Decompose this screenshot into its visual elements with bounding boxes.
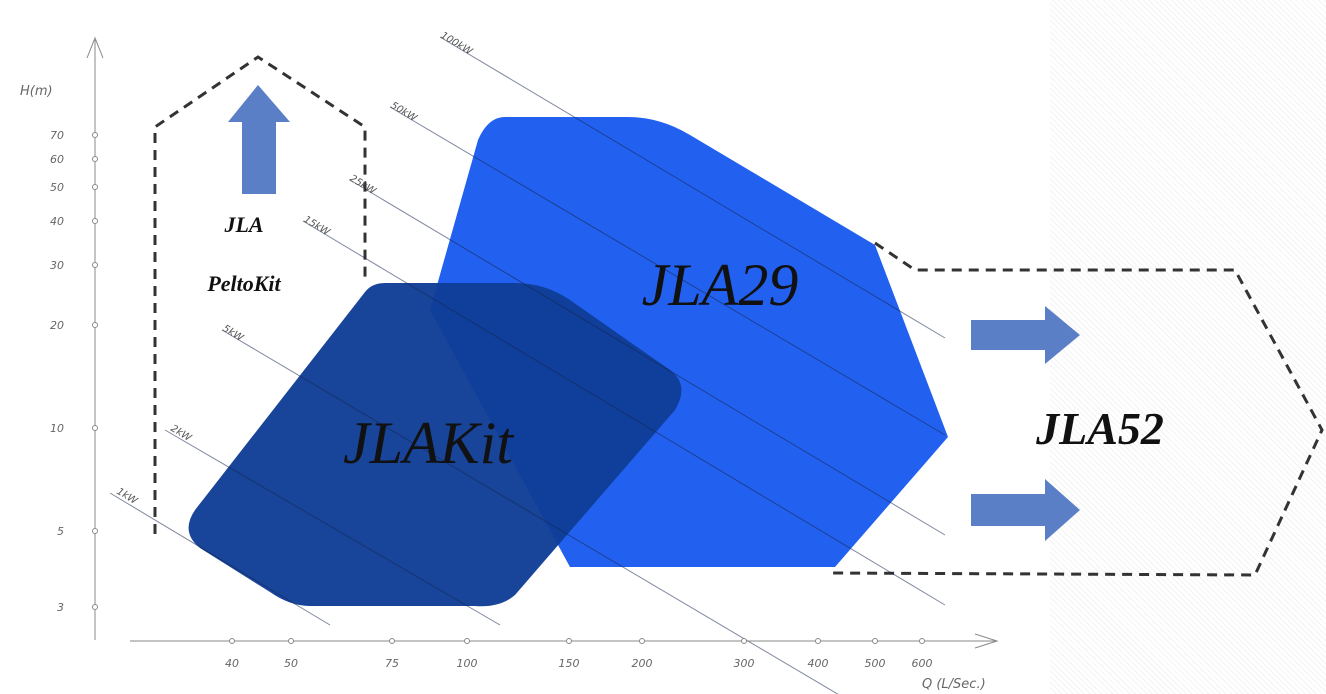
- x-tick-mark: [566, 638, 572, 644]
- y-tick-label: 30: [50, 259, 64, 272]
- x-tick-mark: [741, 638, 747, 644]
- power-label-15kw: 15kW: [301, 214, 332, 239]
- x-tick-mark: [872, 638, 878, 644]
- y-tick-mark: [92, 156, 98, 162]
- power-line-100kw: [439, 36, 946, 339]
- region-label-jla-peltokit: PeltoKit: [206, 271, 281, 296]
- y-tick-label: 70: [50, 129, 64, 142]
- region-label-jla-peltokit: JLA: [223, 212, 263, 237]
- axes-layer: 3 5 10 20 30 40 50 60 70 40 50 75 100 150 200 300 400 500…: [20, 36, 999, 692]
- power-label-1kw: 1kW: [114, 486, 140, 507]
- x-tick-mark: [919, 638, 925, 644]
- x-tick-label: 400: [808, 657, 829, 670]
- region-label-jla29: JLA29: [642, 252, 799, 318]
- power-label-100kw: 100kW: [438, 30, 474, 58]
- x-axis-title: Q (L/Sec.): [922, 677, 986, 692]
- x-tick-label: 50: [284, 657, 298, 670]
- x-tick-label: 75: [385, 657, 399, 670]
- y-axis-title: H(m): [20, 84, 53, 99]
- y-tick-mark: [92, 218, 98, 224]
- x-tick-mark: [639, 638, 645, 644]
- x-tick-mark: [389, 638, 395, 644]
- x-tick-mark: [288, 638, 294, 644]
- x-axis-arrow-icon: [974, 633, 999, 649]
- background-pattern: [1050, 0, 1326, 694]
- region-jlakit: [188, 283, 682, 607]
- x-tick-label: 200: [632, 657, 653, 670]
- y-tick-mark: [92, 604, 98, 610]
- power-line-25kw: [349, 179, 946, 536]
- y-tick-mark: [92, 132, 98, 138]
- y-tick-label: 20: [50, 319, 64, 332]
- power-line-1kw: [109, 492, 331, 626]
- power-line-15kw: [302, 220, 946, 606]
- region-jla52-outline: [832, 241, 1324, 577]
- region-jla-peltokit-outline: [153, 55, 367, 534]
- power-label-5kw: 5kW: [220, 323, 246, 344]
- y-tick-label: 50: [50, 181, 64, 194]
- y-tick-label: 5: [57, 525, 64, 538]
- y-tick-mark: [92, 184, 98, 190]
- y-tick-label: 40: [50, 215, 64, 228]
- x-tick-label: 300: [734, 657, 755, 670]
- y-tick-mark: [92, 528, 98, 534]
- up-arrow-icon: [228, 85, 290, 194]
- region-label-jlakit: JLAKit: [343, 410, 514, 476]
- y-tick-label: 3: [57, 601, 64, 614]
- y-axis-arrow-icon: [86, 36, 104, 59]
- power-label-2kw: 2kW: [168, 423, 194, 444]
- x-tick-mark: [229, 638, 235, 644]
- x-tick-mark: [815, 638, 821, 644]
- region-label-jla52: JLA52: [1035, 403, 1164, 454]
- y-tick-mark: [92, 322, 98, 328]
- power-line-2kw: [164, 429, 501, 626]
- x-tick-label: 500: [865, 657, 886, 670]
- right-arrow-icon: [971, 479, 1080, 541]
- x-tick-mark: [464, 638, 470, 644]
- regions-layer: [153, 55, 1324, 607]
- x-tick-label: 150: [559, 657, 580, 670]
- y-tick-label: 10: [50, 422, 64, 435]
- x-tick-label: 600: [912, 657, 933, 670]
- region-labels-layer: JLA29 JLAKit JLA PeltoKit JLA52: [206, 212, 1164, 476]
- x-tick-label: 100: [457, 657, 478, 670]
- y-tick-label: 60: [50, 153, 64, 166]
- power-line-5kw: [221, 329, 839, 694]
- y-tick-mark: [92, 425, 98, 431]
- x-tick-label: 40: [225, 657, 239, 670]
- y-tick-mark: [92, 262, 98, 268]
- right-arrow-icon: [971, 306, 1080, 364]
- power-line-50kw: [389, 106, 946, 436]
